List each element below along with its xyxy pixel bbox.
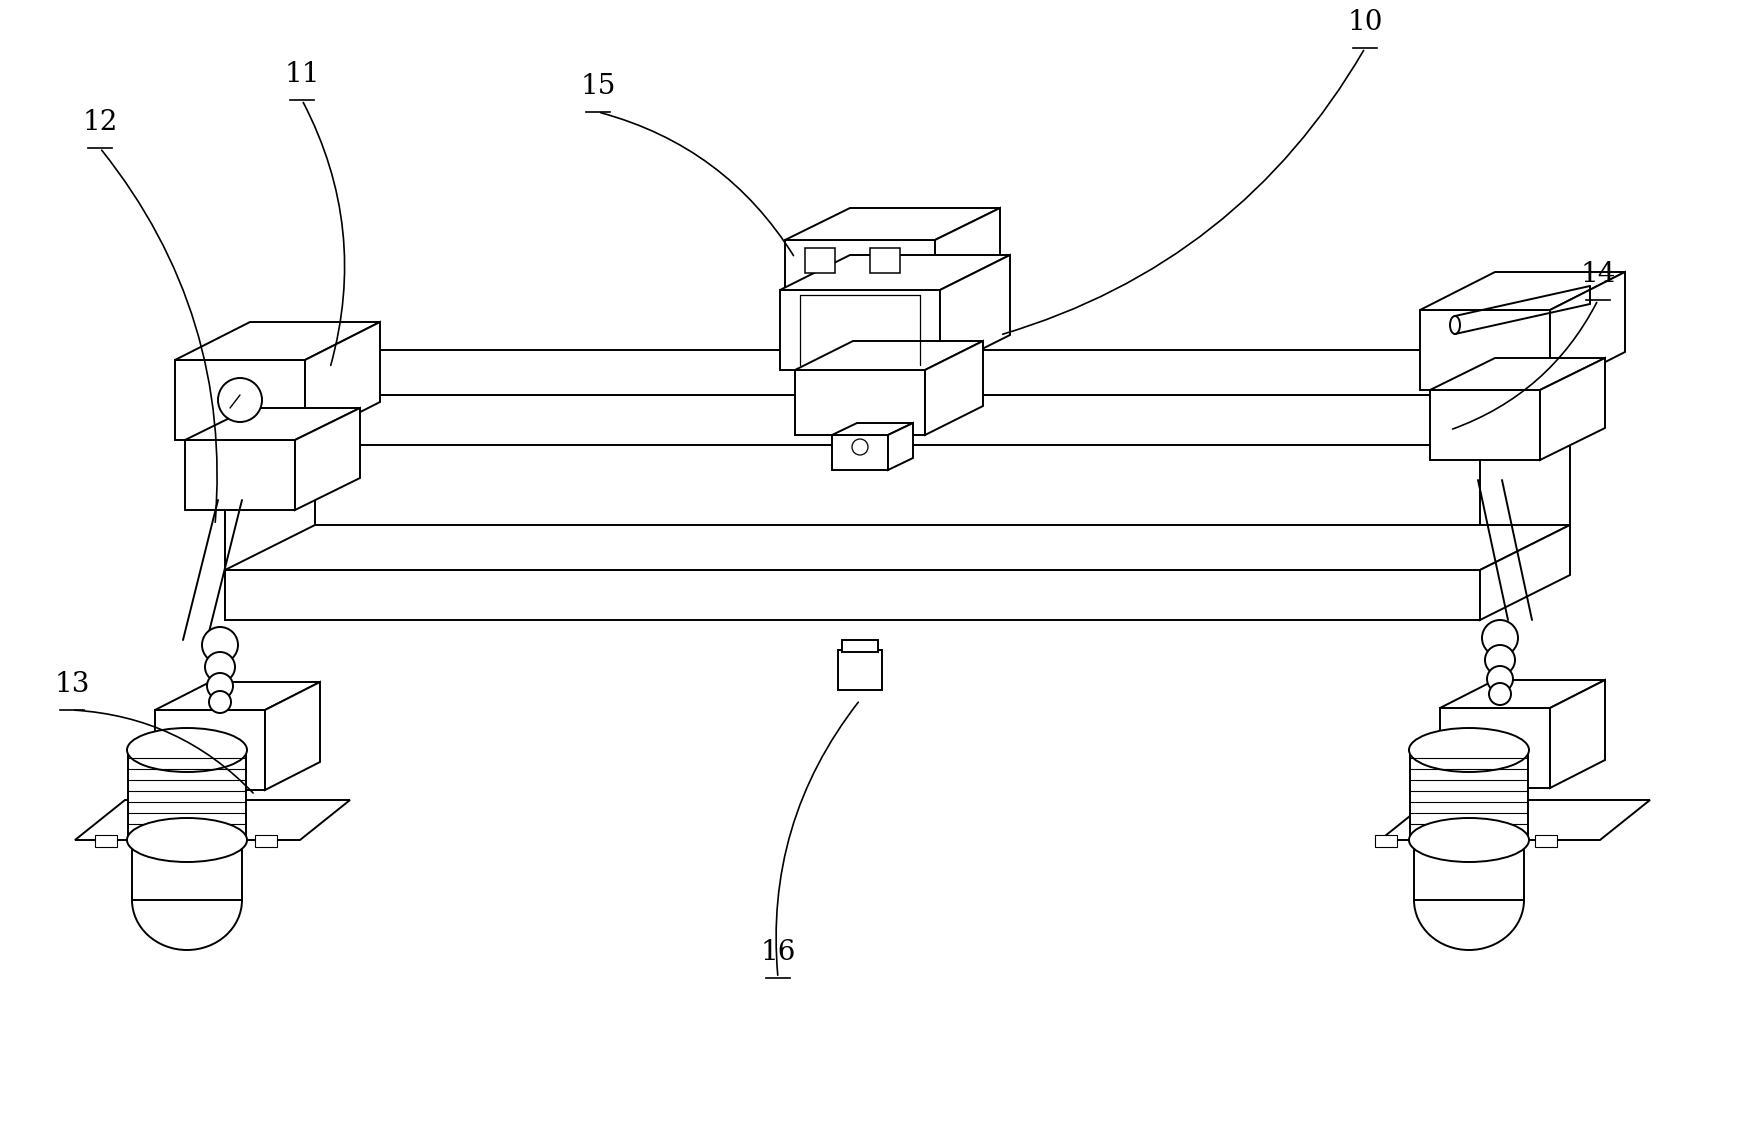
Polygon shape	[1479, 350, 1571, 445]
Bar	[1414, 840, 1523, 900]
Polygon shape	[1440, 708, 1550, 788]
Polygon shape	[832, 435, 889, 470]
Circle shape	[1486, 666, 1513, 692]
Text: 14: 14	[1580, 261, 1615, 288]
Circle shape	[219, 378, 263, 422]
Polygon shape	[785, 240, 934, 290]
Bar	[806, 248, 836, 273]
Polygon shape	[1550, 680, 1604, 788]
Polygon shape	[1440, 680, 1604, 708]
Bar	[843, 640, 878, 652]
Polygon shape	[1430, 390, 1541, 459]
Polygon shape	[294, 408, 360, 510]
Polygon shape	[1419, 272, 1625, 310]
Polygon shape	[155, 682, 321, 710]
Polygon shape	[940, 255, 1010, 370]
Polygon shape	[175, 322, 381, 360]
Polygon shape	[795, 370, 926, 435]
Polygon shape	[1430, 358, 1604, 390]
Ellipse shape	[132, 850, 242, 950]
Bar	[132, 840, 242, 900]
Polygon shape	[226, 350, 1571, 395]
Text: 15: 15	[580, 73, 615, 99]
Ellipse shape	[1409, 728, 1529, 772]
Circle shape	[1484, 645, 1514, 676]
Ellipse shape	[1414, 850, 1523, 950]
Polygon shape	[175, 360, 305, 440]
Polygon shape	[155, 710, 264, 790]
Bar	[256, 836, 277, 847]
Bar	[1536, 836, 1557, 847]
Text: 13: 13	[55, 671, 90, 698]
Polygon shape	[1550, 272, 1625, 390]
Bar	[1410, 750, 1529, 840]
Circle shape	[852, 439, 867, 455]
Polygon shape	[785, 208, 1000, 240]
Polygon shape	[832, 423, 913, 435]
Ellipse shape	[1449, 315, 1460, 334]
Ellipse shape	[127, 728, 247, 772]
Polygon shape	[76, 800, 351, 840]
Polygon shape	[1419, 310, 1550, 390]
Polygon shape	[889, 423, 913, 470]
Text: 10: 10	[1347, 9, 1382, 35]
Polygon shape	[185, 440, 294, 510]
Text: 11: 11	[284, 61, 319, 88]
Bar	[1375, 836, 1396, 847]
Polygon shape	[1479, 525, 1571, 620]
Polygon shape	[226, 525, 1571, 570]
Polygon shape	[779, 290, 940, 370]
Bar	[869, 248, 899, 273]
Polygon shape	[264, 682, 321, 790]
Bar	[95, 836, 116, 847]
Polygon shape	[226, 395, 1479, 445]
Bar	[129, 750, 247, 840]
Polygon shape	[934, 208, 1000, 290]
Circle shape	[203, 628, 238, 663]
Polygon shape	[926, 341, 984, 435]
Polygon shape	[185, 408, 360, 440]
Bar	[837, 650, 882, 690]
Polygon shape	[779, 255, 1010, 290]
Circle shape	[206, 673, 233, 700]
Text: 16: 16	[760, 940, 795, 966]
Ellipse shape	[1409, 818, 1529, 862]
Polygon shape	[305, 322, 381, 440]
Circle shape	[205, 652, 234, 682]
Polygon shape	[1541, 358, 1604, 459]
Circle shape	[1490, 684, 1511, 705]
Text: 12: 12	[83, 109, 118, 136]
Polygon shape	[226, 570, 1479, 620]
Circle shape	[210, 692, 231, 713]
Ellipse shape	[127, 818, 247, 862]
Circle shape	[1483, 620, 1518, 656]
Polygon shape	[1479, 400, 1571, 570]
Polygon shape	[795, 341, 984, 370]
Polygon shape	[1380, 800, 1650, 840]
